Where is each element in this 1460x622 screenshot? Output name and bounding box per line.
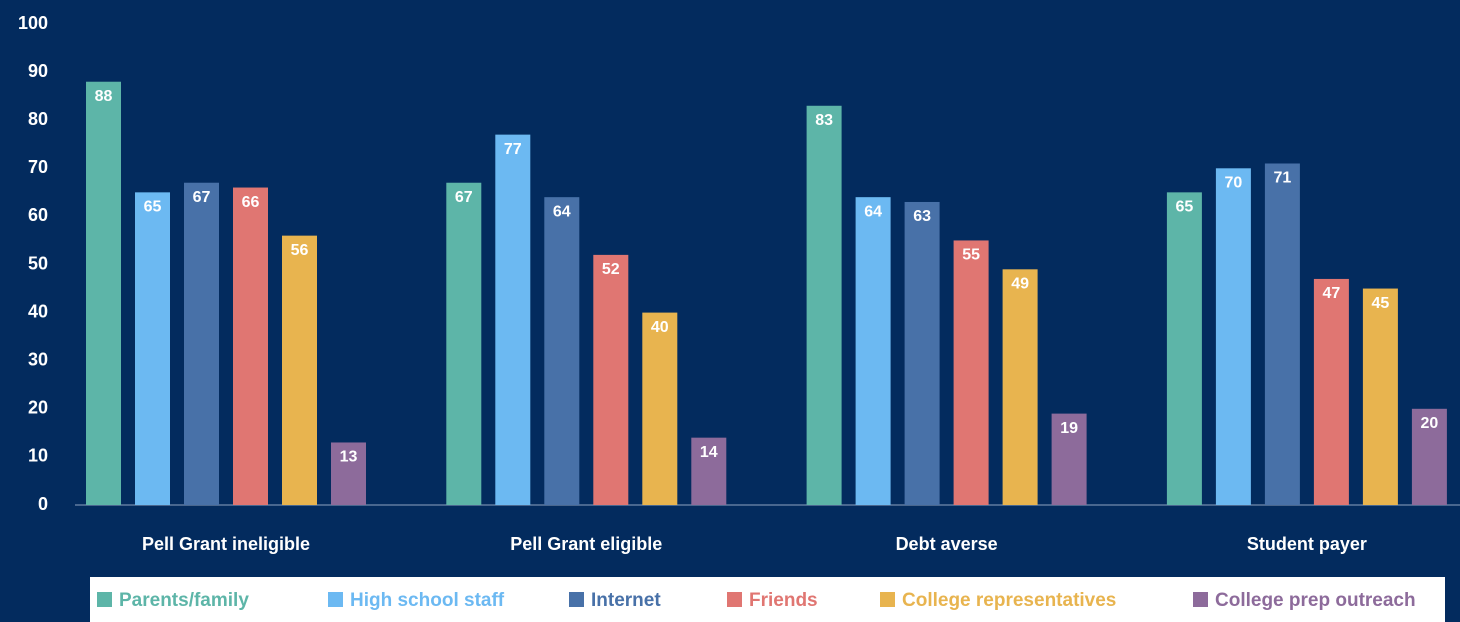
bar [904, 201, 940, 505]
value-label: 55 [962, 247, 980, 264]
y-tick-label: 50 [28, 253, 48, 273]
legend-label: Internet [591, 590, 661, 611]
value-label: 83 [815, 112, 833, 129]
x-tick-label: Pell Grant ineligible [142, 534, 310, 554]
value-label: 45 [1372, 295, 1390, 312]
bar [331, 442, 366, 505]
value-label: 65 [144, 199, 162, 216]
bar [1411, 408, 1447, 505]
x-tick-label: Debt averse [896, 534, 998, 554]
bar [642, 312, 678, 505]
legend-swatch [328, 592, 343, 607]
value-label: 40 [651, 319, 669, 336]
y-tick-label: 20 [28, 398, 48, 418]
bar [1051, 413, 1087, 505]
y-tick-label: 70 [28, 157, 48, 177]
value-label: 47 [1323, 285, 1341, 302]
bar [446, 182, 482, 506]
bar [282, 235, 317, 505]
legend-label: College prep outreach [1215, 590, 1416, 611]
bar [1264, 163, 1300, 506]
value-label: 13 [340, 449, 358, 466]
bar [593, 254, 629, 505]
value-label: 66 [242, 194, 260, 211]
value-label: 64 [864, 203, 882, 220]
legend-label: Parents/family [119, 590, 249, 611]
bar [233, 187, 268, 506]
bar [544, 197, 580, 505]
x-tick-label: Pell Grant eligible [510, 534, 662, 554]
value-label: 88 [95, 88, 113, 105]
bar [953, 240, 989, 505]
value-label: 14 [700, 444, 718, 461]
legend-swatch [97, 592, 112, 607]
y-tick-label: 40 [28, 301, 48, 321]
bar [855, 197, 891, 505]
value-label: 20 [1421, 415, 1439, 432]
value-label: 71 [1274, 170, 1292, 187]
value-label: 19 [1060, 420, 1078, 437]
bar [1313, 278, 1349, 505]
bar [1166, 192, 1202, 505]
bar [691, 437, 727, 505]
y-tick-label: 0 [38, 494, 48, 514]
x-tick-label: Student payer [1247, 534, 1367, 554]
legend-box [90, 577, 1445, 622]
y-tick-label: 30 [28, 349, 48, 369]
y-tick-label: 100 [18, 13, 48, 33]
bar [184, 182, 219, 506]
value-label: 64 [553, 203, 571, 220]
bar [1362, 288, 1398, 505]
bar [495, 134, 531, 505]
value-label: 77 [504, 141, 522, 158]
y-tick-label: 90 [28, 61, 48, 81]
value-label: 65 [1176, 199, 1194, 216]
value-label: 56 [291, 242, 309, 259]
legend-swatch [569, 592, 584, 607]
legend-label: Friends [749, 590, 818, 611]
legend-label: College representatives [902, 590, 1116, 611]
bar [86, 81, 121, 505]
value-label: 63 [913, 208, 931, 225]
bar [1215, 168, 1251, 506]
y-tick-label: 80 [28, 109, 48, 129]
legend-swatch [880, 592, 895, 607]
y-tick-label: 10 [28, 446, 48, 466]
bar [1002, 269, 1038, 505]
legend-swatch [1193, 592, 1208, 607]
bar [135, 192, 170, 505]
value-label: 70 [1225, 175, 1243, 192]
bar [806, 105, 842, 506]
value-label: 52 [602, 261, 620, 278]
y-tick-label: 60 [28, 205, 48, 225]
value-label: 49 [1011, 276, 1029, 293]
value-label: 67 [455, 189, 473, 206]
value-label: 67 [193, 189, 211, 206]
legend-swatch [727, 592, 742, 607]
legend-label: High school staff [350, 590, 505, 611]
